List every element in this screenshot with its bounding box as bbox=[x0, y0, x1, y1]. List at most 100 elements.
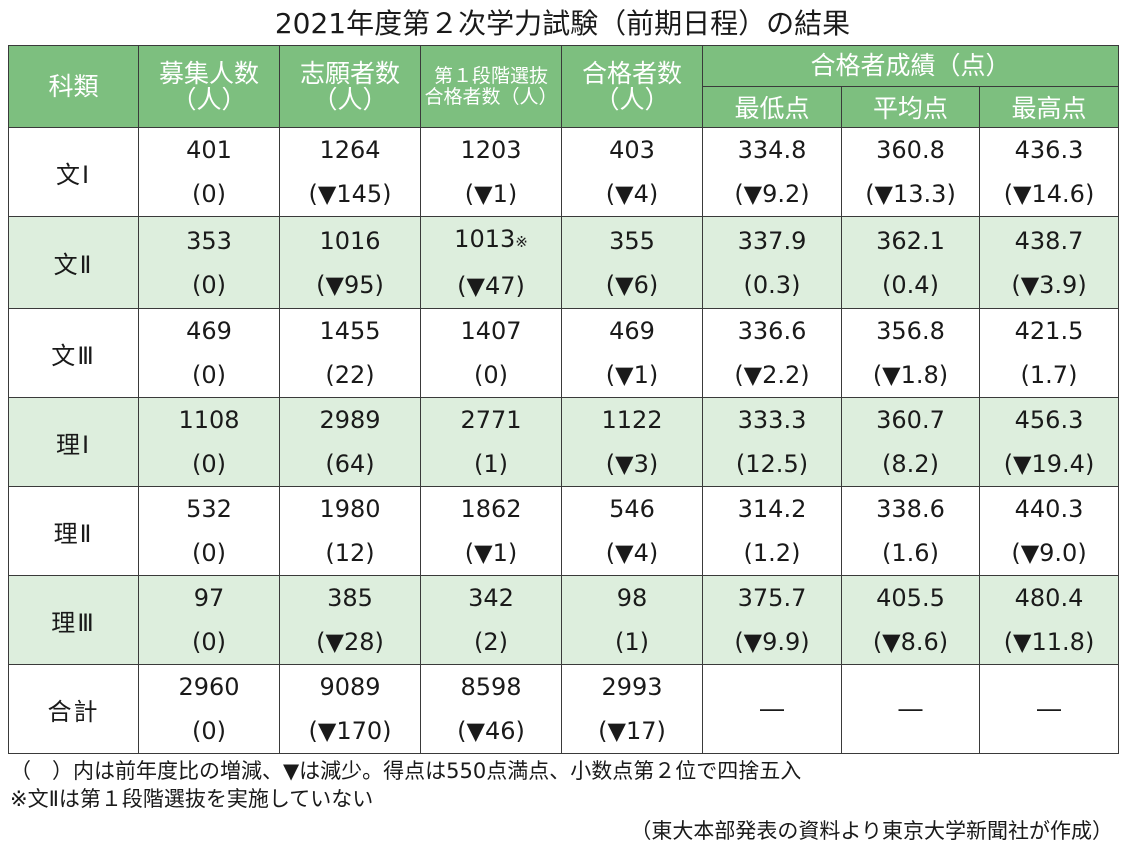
header-avg: 平均点 bbox=[841, 86, 980, 128]
value: 360.8 bbox=[876, 136, 945, 164]
header-category: 科類 bbox=[8, 45, 139, 128]
value: 1455 bbox=[319, 317, 381, 345]
change: (▼9.0) bbox=[1011, 539, 1087, 567]
value-with-mark: 1013※ bbox=[421, 217, 561, 264]
cell-passers: 546 (▼4) bbox=[561, 486, 703, 576]
cell-max: 438.7 (▼3.9) bbox=[978, 216, 1120, 309]
cell-passers: 1122 (▼3) bbox=[561, 397, 703, 487]
cell-passers: 2993 (▼17) bbox=[561, 664, 703, 754]
change: (▼4) bbox=[605, 539, 659, 567]
change: (64) bbox=[325, 450, 375, 478]
value: 336.6 bbox=[737, 317, 807, 345]
table-row: 理Ⅰ 1108 (0) 2989 (64) 2771 (1) 1122 (▼3) 333… bbox=[8, 397, 1120, 487]
value: 356.8 bbox=[876, 317, 945, 345]
change: (12) bbox=[325, 539, 375, 567]
cell-first-stage: 8598 (▼46) bbox=[420, 664, 562, 754]
change: (▼6) bbox=[605, 270, 659, 299]
note-footnote: ※文Ⅱは第１段階選抜を実施していない bbox=[10, 787, 374, 811]
change: (12.5) bbox=[735, 450, 809, 478]
change: (0) bbox=[192, 361, 226, 389]
value: 1013 bbox=[454, 225, 516, 253]
value: 2993 bbox=[601, 673, 663, 701]
value: 405.5 bbox=[876, 584, 945, 612]
cell-avg: 356.8 (▼1.8) bbox=[841, 308, 980, 398]
change: (▼3) bbox=[605, 450, 659, 478]
value: 480.4 bbox=[1014, 584, 1084, 612]
cell-min: 334.8 (▼9.2) bbox=[702, 127, 842, 217]
change: (▼46) bbox=[457, 717, 525, 745]
cell-recruit: 2960 (0) bbox=[138, 664, 280, 754]
value: 362.1 bbox=[876, 226, 945, 255]
change: (▼2.2) bbox=[734, 361, 810, 389]
table-row: 文Ⅱ 353 (0) 1016 (▼95) 1013※ (▼47) 355 (▼6) 3… bbox=[8, 216, 1120, 309]
table-title: 2021年度第２次学力試験（前期日程）の結果 bbox=[274, 7, 851, 40]
table-row: 理Ⅲ 97 (0) 385 (▼28) 342 (2) 98 (1) 375.7 (▼9.… bbox=[8, 575, 1120, 665]
change: (▼47) bbox=[457, 272, 525, 300]
change: (0) bbox=[192, 539, 226, 567]
header-applicants: 志願者数 （人） bbox=[279, 45, 421, 128]
value: 334.8 bbox=[737, 136, 807, 164]
header-first-stage-line2: 合格者数（人） bbox=[424, 85, 558, 108]
value: 385 bbox=[327, 584, 373, 612]
cell-recruit: 532 (0) bbox=[138, 486, 280, 576]
change: (▼145) bbox=[308, 180, 392, 208]
value: 342 bbox=[468, 584, 514, 612]
cell-first-stage: 1862 (▼1) bbox=[420, 486, 562, 576]
value: 375.7 bbox=[737, 584, 807, 612]
cell-first-stage: 342 (2) bbox=[420, 575, 562, 665]
row-category: 文Ⅰ bbox=[8, 127, 139, 217]
results-table: 科類 募集人数 （人） 志願者数 （人） 第１段階選抜 合格者数（人） 合格者数… bbox=[8, 45, 1120, 754]
change: (▼13.3) bbox=[865, 180, 956, 208]
change: (▼11.8) bbox=[1003, 628, 1095, 656]
header-passers: 合格者数 （人） bbox=[561, 45, 703, 128]
change: (▼1) bbox=[464, 539, 518, 567]
cell-max: 421.5 (1.7) bbox=[978, 308, 1120, 398]
change: (0) bbox=[192, 270, 226, 299]
change: (1) bbox=[474, 450, 508, 478]
header-min: 最低点 bbox=[702, 86, 842, 128]
value: 337.9 bbox=[737, 226, 807, 255]
cell-max: ― bbox=[978, 664, 1120, 754]
change: (▼17) bbox=[598, 717, 666, 745]
value: 1980 bbox=[319, 495, 381, 523]
header-recruit: 募集人数 （人） bbox=[138, 45, 280, 128]
cell-applicants: 385 (▼28) bbox=[279, 575, 421, 665]
change: (0) bbox=[192, 628, 226, 656]
header-recruit-line1: 募集人数 bbox=[158, 58, 259, 88]
cell-recruit: 401 (0) bbox=[138, 127, 280, 217]
header-applicants-line2: （人） bbox=[312, 84, 388, 114]
cell-passers: 98 (1) bbox=[561, 575, 703, 665]
value: 403 bbox=[609, 136, 655, 164]
change: (0) bbox=[474, 361, 508, 389]
change: (▼9.9) bbox=[734, 628, 810, 656]
cell-first-stage: 1407 (0) bbox=[420, 308, 562, 398]
header-first-stage-line1: 第１段階選抜 bbox=[433, 64, 548, 87]
cell-recruit: 97 (0) bbox=[138, 575, 280, 665]
change: (8.2) bbox=[882, 450, 939, 478]
change: (▼1.8) bbox=[872, 361, 949, 389]
value: 456.3 bbox=[1014, 406, 1084, 434]
value: 469 bbox=[609, 317, 655, 345]
change: (1.7) bbox=[1020, 361, 1078, 389]
cell-min: ― bbox=[702, 664, 842, 754]
note-change: （ ）内は前年度比の増減、▼は減少。得点は550点満点、小数点第２位で四捨五入 bbox=[10, 759, 802, 783]
row-category: 文Ⅱ bbox=[8, 216, 139, 309]
change: (22) bbox=[325, 361, 375, 389]
change: (1.6) bbox=[882, 539, 939, 567]
change: (2) bbox=[474, 628, 508, 656]
value: 1122 bbox=[601, 406, 663, 434]
source-credit: （東大本部発表の資料より東京大学新聞社が作成） bbox=[630, 819, 1113, 843]
row-category: 理Ⅲ bbox=[8, 575, 139, 665]
row-category: 理Ⅱ bbox=[8, 486, 139, 576]
value: 436.3 bbox=[1014, 136, 1084, 164]
change: (▼170) bbox=[308, 717, 392, 745]
value: 2960 bbox=[178, 673, 240, 701]
cell-max: 440.3 (▼9.0) bbox=[978, 486, 1120, 576]
cell-applicants: 2989 (64) bbox=[279, 397, 421, 487]
cell-min: 336.6 (▼2.2) bbox=[702, 308, 842, 398]
value: 338.6 bbox=[876, 495, 945, 523]
cell-max: 436.3 (▼14.6) bbox=[978, 127, 1120, 217]
header-applicants-line1: 志願者数 bbox=[299, 58, 400, 88]
value: 8598 bbox=[460, 673, 522, 701]
value: 314.2 bbox=[737, 495, 807, 523]
